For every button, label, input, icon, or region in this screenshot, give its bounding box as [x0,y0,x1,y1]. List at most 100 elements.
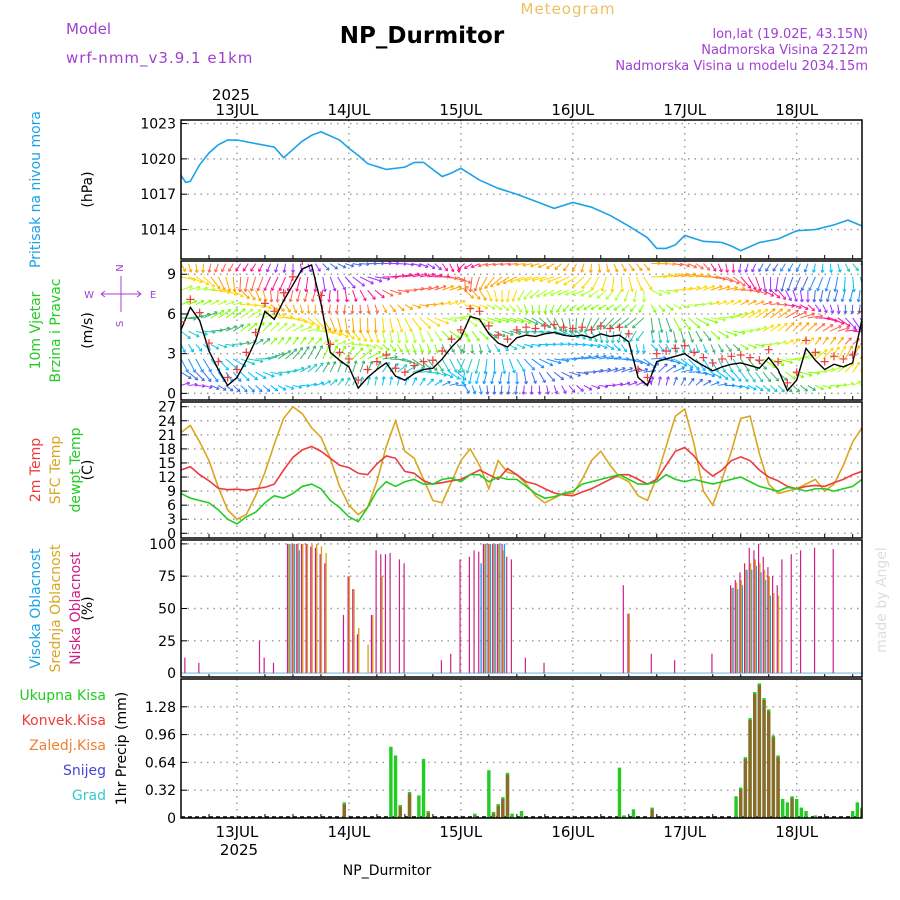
wind-arrow-head [380,346,384,350]
wind-gust-marker [550,320,559,329]
wind-gust-marker [764,345,773,354]
wind-arrow-head [375,330,378,334]
wind-arrow [530,263,540,267]
wind-arrow [508,304,516,312]
wind-arrow-head [836,346,840,349]
wind-arrow [617,331,622,343]
wind-arrow [605,331,608,344]
wind-arrow [718,383,728,386]
wind-arrow [442,317,458,322]
wind-arrow [501,317,517,323]
wind-arrow [745,263,749,273]
pressure-line [181,130,862,252]
wind-arrow [770,289,781,299]
wind-arrow [651,357,667,360]
wind-arrow-head [782,362,785,366]
wind-arrow [665,358,681,364]
wind-arrow [792,304,802,309]
wind-arrow-head [698,349,700,354]
wind-arrow-head [261,304,265,308]
wind-arrow-head [718,336,721,340]
wind-arrow [247,289,256,301]
wind-arrow [389,317,394,333]
wind-arrow [718,330,729,338]
wind-arrow [210,371,219,383]
wind-arrow [747,300,757,306]
wind-arrow-head [247,377,250,381]
wind-arrow-head [339,332,342,336]
wind-arrow-head [290,315,294,318]
wind-arrow-head [196,269,199,273]
precip-legend-item: Snijeg [63,763,106,779]
wind-arrow [800,371,813,376]
wind-arrow-head [636,339,640,342]
wind-arrow [628,381,638,386]
wind-arrow [181,330,191,339]
wind-arrow-head [783,388,785,392]
wind-arrow-head [727,269,730,273]
wind-arrow [807,385,816,391]
wind-arrow-head [252,361,256,365]
wind-arrow [524,276,540,282]
wind-arrow [292,384,302,388]
wind-arrow-head [605,297,610,300]
wind-arrow [218,289,231,294]
wind-arrow [382,362,390,373]
wind-arrow [449,344,455,353]
wind-arrow [419,358,432,370]
wind-arrow [195,344,203,352]
wind-arrow-head [490,285,494,288]
wind-arrow [568,317,572,333]
wind-arrow [695,285,708,291]
wind-arrow-head [468,280,472,284]
wind-arrow-head [849,345,853,348]
wind-gust-marker [783,378,792,387]
wind-arrow-head [302,336,306,339]
wind-arrow-head [761,387,764,391]
y-tick-label: 24 [158,414,176,430]
wind-arrow [830,325,842,332]
wind-arrow [411,317,422,331]
wind-arrow [807,371,820,374]
wind-arrow [337,263,347,269]
wind-gust-marker [204,339,213,348]
wind-arrow [826,289,831,302]
precip-total-bar [855,802,860,818]
wind-arrow-head [226,326,231,329]
wind-arrow-head [484,287,488,289]
wind-arrow [780,263,786,272]
wind-arrow [575,317,578,333]
wind-arrow-head [517,280,521,283]
precip-total-bar [785,802,790,818]
wind-arrow-head [531,280,536,282]
wind-arrow-head [318,337,322,340]
wind-gust-marker [466,304,475,313]
wind-arrow-head [670,273,674,276]
wind-arrow [554,263,562,271]
wind-arrow [500,263,510,266]
axis-label-temp: SFC Temp [48,436,64,505]
wind-arrow [822,347,834,360]
wind-arrow-head [395,362,399,365]
temp-2m-c-line [181,445,862,497]
precip-conv-bar [342,804,346,818]
wind-arrow [330,339,339,345]
wind-arrow-head [346,329,349,333]
wind-arrow [695,263,704,270]
wind-arrow-head [507,299,510,303]
wind-arrow [710,301,720,306]
wind-arrow [479,276,488,291]
wind-arrow-head [724,382,728,385]
compass-label: S [115,321,126,327]
wind-arrow-head [410,306,414,310]
wind-arrow [474,276,480,292]
wind-arrow [680,304,690,308]
wind-arrow [329,361,336,373]
wind-gust-marker [774,357,783,366]
wind-arrow-head [664,363,668,365]
wind-arrow-head [768,388,771,392]
wind-gust-marker [186,295,195,304]
wind-arrow-head [746,346,749,350]
wind-arrow [232,308,246,319]
wind-arrow [539,358,553,366]
